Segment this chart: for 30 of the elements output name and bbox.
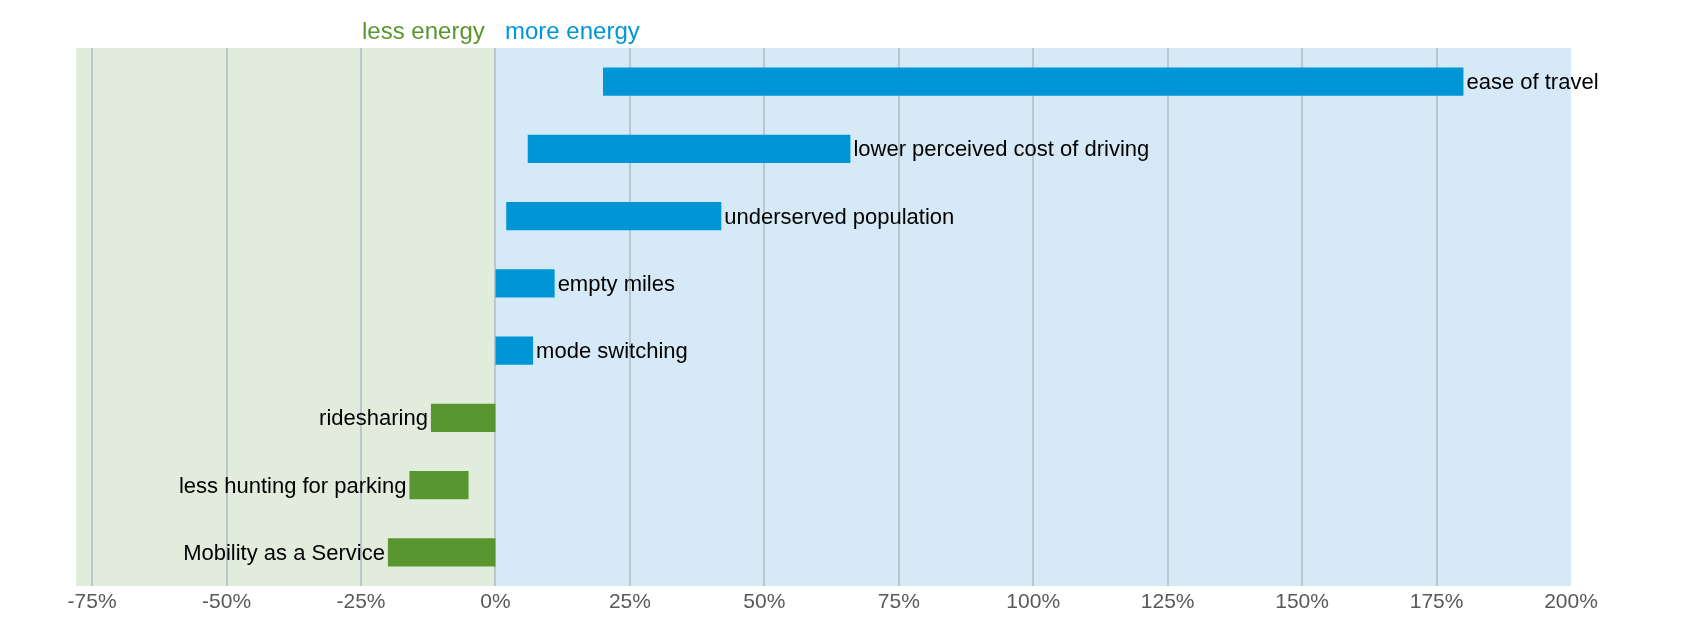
x-tick-label: 0% xyxy=(480,589,511,612)
x-tick-label: 50% xyxy=(743,589,786,612)
x-tick-label: -50% xyxy=(202,589,252,612)
x-tick-label: -25% xyxy=(336,589,386,612)
band-label: more energy xyxy=(505,17,640,44)
bar xyxy=(527,134,851,163)
y-tick-label: mode switching xyxy=(536,338,688,364)
y-tick-label: ease of travel xyxy=(1466,69,1599,95)
bar xyxy=(495,269,555,298)
y-tick-label: ridesharing xyxy=(319,405,428,431)
x-tick-label: 100% xyxy=(1006,589,1061,612)
y-tick-label: Mobility as a Service xyxy=(183,539,385,565)
band-label: less energy xyxy=(362,17,485,44)
x-tick-label: 175% xyxy=(1409,589,1464,612)
bar xyxy=(506,202,722,231)
bar xyxy=(603,67,1464,96)
y-tick-label: less hunting for parking xyxy=(178,472,407,498)
bar xyxy=(409,471,469,500)
x-tick-label: 125% xyxy=(1140,589,1195,612)
y-tick-label: lower perceived cost of driving xyxy=(853,136,1150,162)
x-tick-label: 25% xyxy=(608,589,651,612)
bar xyxy=(387,538,496,567)
y-tick-label: empty miles xyxy=(557,270,675,296)
x-tick-label: 75% xyxy=(877,589,920,612)
bar xyxy=(430,403,496,432)
y-tick-label: underserved population xyxy=(724,203,955,229)
x-tick-label: 150% xyxy=(1275,589,1329,612)
x-tick-label: -75% xyxy=(67,589,117,612)
bar xyxy=(495,336,534,365)
x-tick-label: 200% xyxy=(1544,589,1598,612)
